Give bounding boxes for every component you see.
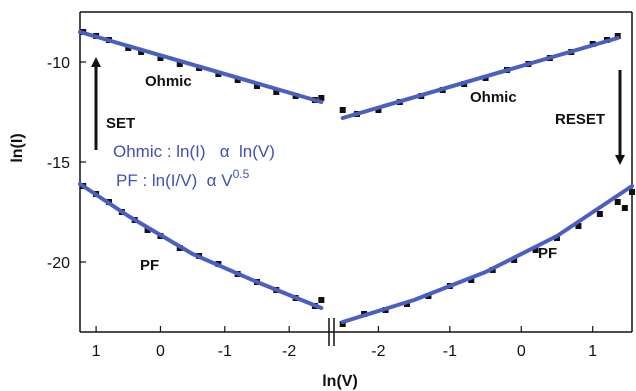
- x-tick-label: 0: [156, 343, 165, 360]
- x-tick-label: 1: [92, 343, 101, 360]
- ohmic-right-label: Ohmic: [470, 89, 517, 106]
- x-tick-label: -1: [443, 343, 457, 360]
- data-point-right-pf: [596, 211, 603, 217]
- data-point-right-ohmic: [614, 33, 621, 39]
- data-point-left-ohmic: [176, 61, 183, 67]
- x-tick-label: -2: [371, 343, 385, 360]
- data-point-left-pf: [318, 297, 325, 303]
- data-point-right-pf: [532, 247, 539, 253]
- data-point-left-ohmic: [138, 49, 145, 55]
- data-point-left-ohmic: [157, 55, 164, 61]
- pf-equation-main: PF : ln(I/V) α V: [116, 171, 233, 190]
- data-point-right-pf: [339, 321, 346, 327]
- data-point-right-pf: [511, 257, 518, 263]
- x-tick-label: -2: [282, 343, 296, 360]
- fit-lines-layer: [78, 30, 634, 324]
- y-axis-ticks: -10 -15 -20: [47, 55, 86, 272]
- fit-line-left-ohmic: [78, 30, 324, 104]
- y-axis-title: ln(I): [9, 133, 26, 162]
- pf-equation: PF : ln(I/V) α V0.5: [116, 167, 250, 190]
- axis-break-marker: [328, 318, 335, 346]
- pf-right-label: PF: [538, 245, 557, 262]
- data-point-right-pf: [629, 189, 635, 195]
- fit-line-right-pf: [340, 184, 634, 324]
- fit-line-left-pf: [78, 182, 324, 310]
- ohmic-equation: Ohmic : ln(I) α ln(V): [113, 142, 275, 161]
- data-point-left-ohmic: [234, 77, 241, 83]
- y-tick-label: -10: [47, 55, 70, 72]
- fit-line-right-ohmic: [340, 36, 620, 120]
- set-label: SET: [106, 115, 135, 132]
- plot-frame: [79, 11, 633, 346]
- x-axis-title: ln(V): [322, 373, 358, 390]
- data-point-left-ohmic: [273, 89, 280, 95]
- data-point-right-ohmic: [339, 107, 346, 113]
- reset-label: RESET: [555, 111, 605, 128]
- data-point-right-pf: [614, 199, 621, 205]
- data-point-left-ohmic: [318, 95, 325, 101]
- data-point-left-pf: [144, 227, 151, 233]
- x-tick-label: -1: [218, 343, 232, 360]
- data-point-left-ohmic: [253, 83, 260, 89]
- data-point-right-pf: [468, 277, 475, 283]
- data-point-right-ohmic: [375, 107, 382, 113]
- x-tick-label: 1: [588, 343, 597, 360]
- y-tick-label: -15: [47, 155, 70, 172]
- y-tick-label: -20: [47, 255, 70, 272]
- x-tick-label: 0: [517, 343, 526, 360]
- pf-equation-exponent: 0.5: [233, 167, 250, 181]
- x-axis-ticks: 1 0 -1 -2 -2 -1 0 1: [92, 326, 597, 360]
- data-point-right-pf: [621, 205, 628, 211]
- data-point-right-pf: [575, 223, 582, 229]
- ohmic-left-label: Ohmic: [145, 73, 192, 90]
- pf-left-label: PF: [140, 257, 159, 274]
